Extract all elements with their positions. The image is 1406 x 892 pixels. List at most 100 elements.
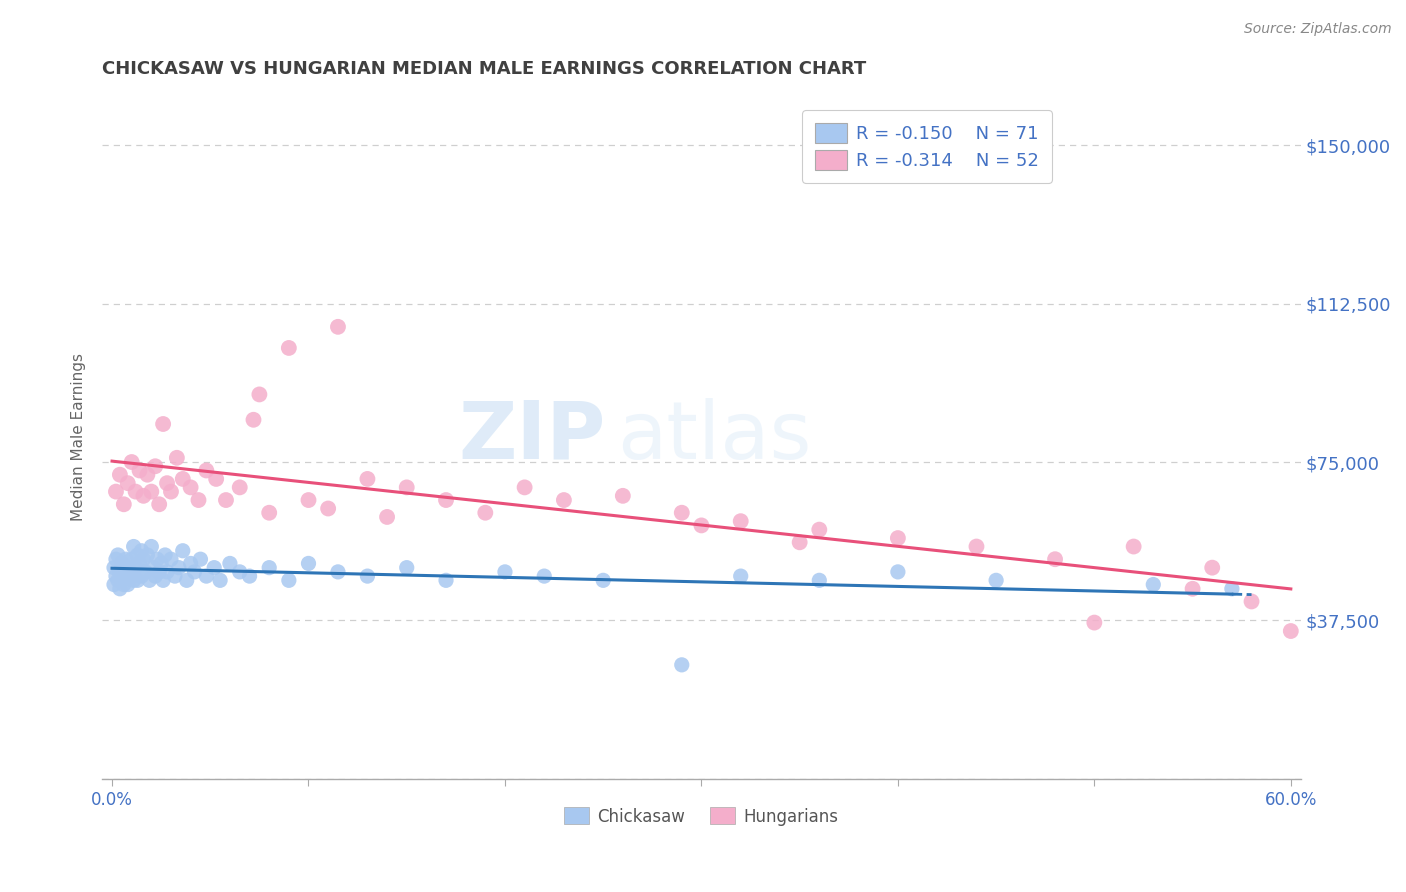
Point [215, 493, 238, 508]
Point [103, 560, 125, 574]
Point [257, 560, 280, 574]
Point [966, 540, 988, 554]
Point [356, 569, 378, 583]
Point [612, 489, 634, 503]
Point [152, 574, 174, 588]
Point [117, 560, 139, 574]
Point [984, 574, 1007, 588]
Point [730, 514, 752, 528]
Point [190, 552, 212, 566]
Point [277, 574, 299, 588]
Point [108, 565, 131, 579]
Point [257, 506, 280, 520]
Point [1201, 560, 1223, 574]
Point [1240, 594, 1263, 608]
Point [107, 548, 129, 562]
Point [172, 543, 194, 558]
Point [183, 565, 205, 579]
Point [132, 552, 155, 566]
Point [103, 577, 125, 591]
Point [132, 489, 155, 503]
Point [1122, 540, 1144, 554]
Point [167, 560, 190, 574]
Point [326, 565, 349, 579]
Point [1279, 624, 1302, 638]
Point [118, 565, 141, 579]
Point [114, 569, 136, 583]
Point [127, 574, 149, 588]
Point [808, 523, 831, 537]
Point [160, 484, 183, 499]
Point [146, 552, 169, 566]
Point [141, 540, 163, 554]
Point [104, 552, 127, 566]
Point [180, 480, 202, 494]
Point [395, 480, 418, 494]
Point [1083, 615, 1105, 630]
Point [434, 493, 457, 508]
Point [592, 574, 614, 588]
Legend: Chickasaw, Hungarians: Chickasaw, Hungarians [558, 801, 845, 832]
Point [150, 557, 173, 571]
Point [229, 480, 252, 494]
Point [229, 565, 252, 579]
Point [122, 540, 145, 554]
Point [195, 569, 218, 583]
Point [128, 463, 150, 477]
Point [142, 560, 165, 574]
Point [136, 467, 159, 482]
Point [124, 560, 146, 574]
Point [156, 476, 179, 491]
Point [108, 582, 131, 596]
Text: ZIP: ZIP [458, 398, 606, 475]
Text: CHICKASAW VS HUNGARIAN MEDIAN MALE EARNINGS CORRELATION CHART: CHICKASAW VS HUNGARIAN MEDIAN MALE EARNI… [103, 60, 866, 78]
Point [148, 497, 170, 511]
Point [112, 560, 135, 574]
Point [671, 657, 693, 672]
Point [326, 319, 349, 334]
Text: atlas: atlas [617, 398, 811, 475]
Point [152, 417, 174, 431]
Point [117, 476, 139, 491]
Point [395, 560, 418, 574]
Point [104, 484, 127, 499]
Point [474, 506, 496, 520]
Point [219, 557, 242, 571]
Point [112, 577, 135, 591]
Point [553, 493, 575, 508]
Point [789, 535, 811, 549]
Point [887, 531, 910, 545]
Point [148, 565, 170, 579]
Point [205, 472, 228, 486]
Point [180, 557, 202, 571]
Point [160, 552, 183, 566]
Point [195, 463, 218, 477]
Point [128, 557, 150, 571]
Point [242, 413, 264, 427]
Point [127, 548, 149, 562]
Point [690, 518, 713, 533]
Point [297, 493, 319, 508]
Point [143, 459, 166, 474]
Point [297, 557, 319, 571]
Point [141, 484, 163, 499]
Point [513, 480, 536, 494]
Text: Source: ZipAtlas.com: Source: ZipAtlas.com [1244, 22, 1392, 37]
Point [533, 569, 555, 583]
Point [1043, 552, 1066, 566]
Point [153, 548, 176, 562]
Point [730, 569, 752, 583]
Point [131, 569, 153, 583]
Point [434, 574, 457, 588]
Point [143, 569, 166, 583]
Point [1142, 577, 1164, 591]
Point [131, 543, 153, 558]
Point [887, 565, 910, 579]
Point [316, 501, 339, 516]
Point [117, 577, 139, 591]
Point [808, 574, 831, 588]
Point [122, 574, 145, 588]
Point [108, 467, 131, 482]
Point [356, 472, 378, 486]
Point [136, 548, 159, 562]
